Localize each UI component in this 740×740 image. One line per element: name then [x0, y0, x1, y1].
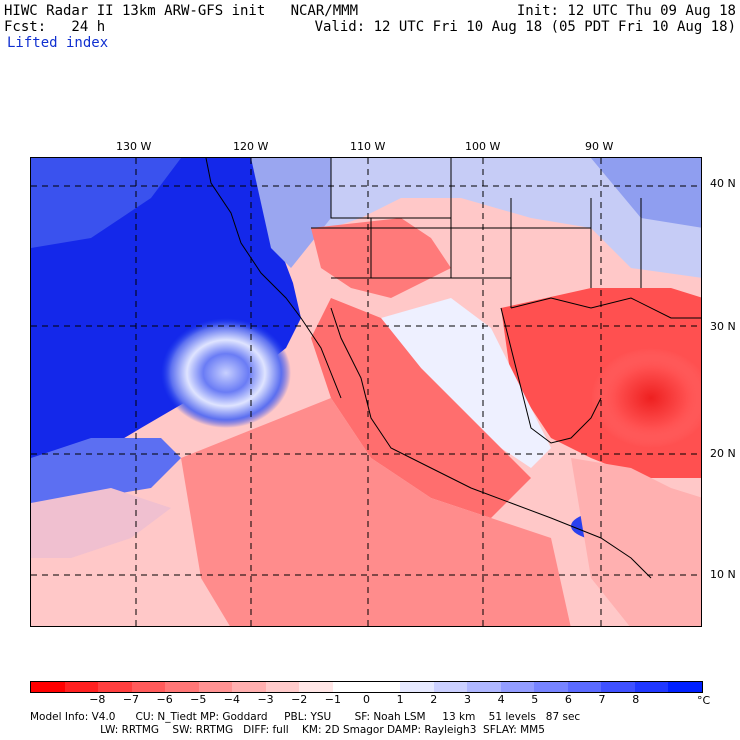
colorbar-tick-label: 3: [463, 693, 471, 706]
colorbar-tick-label: 6: [564, 693, 572, 706]
lon-label-110w: 110 W: [350, 140, 386, 153]
forecast-hour: Fcst: 24 h: [4, 19, 106, 35]
lat-label-20n: 20 N: [710, 447, 736, 460]
title-left: HIWC Radar II 13km ARW-GFS init NCAR/MMM: [4, 3, 359, 19]
lon-label-100w: 100 W: [465, 140, 501, 153]
mexican-plateau: [381, 298, 551, 468]
colorbar-swatch: [601, 682, 635, 692]
colorbar-swatch: [500, 682, 535, 692]
colorbar-swatch: [98, 682, 132, 692]
colorbar-tick-label: 2: [430, 693, 438, 706]
field-name: Lifted index: [7, 35, 109, 51]
model-info-line2: LW: RRTMG SW: RRTMG DIFF: full KM: 2D Sm…: [30, 724, 545, 736]
colorbar-swatch: [198, 682, 233, 692]
colorbar-swatch: [668, 682, 702, 692]
great-lakes-region: [591, 158, 701, 228]
colorbar-swatch: [634, 682, 669, 692]
gulf-hotspot: [591, 348, 701, 448]
colorbar-tick-label: −5: [190, 693, 207, 706]
colorbar-swatch: [232, 682, 266, 692]
east-pacific-tropics: [181, 398, 571, 626]
lat-label-30n: 30 N: [710, 320, 736, 333]
model-info-line1: Model Info: V4.0 CU: N_Tiedt MP: Goddard…: [30, 711, 581, 723]
pacific-stable-region: [31, 158, 301, 488]
lon-label-90w: 90 W: [585, 140, 614, 153]
graticule: [31, 158, 701, 626]
colorbar-swatch: [31, 682, 65, 692]
valid-time: Valid: 12 UTC Fri 10 Aug 18 (05 PDT Fri …: [314, 19, 736, 35]
colorbar-swatch: [400, 682, 434, 692]
colorbar-swatch: [433, 682, 468, 692]
colorbar-swatch: [567, 682, 602, 692]
init-time: Init: 12 UTC Thu 09 Aug 18: [516, 3, 736, 19]
colorbar-swatch: [467, 682, 501, 692]
colorbar-unit: °C: [697, 694, 711, 707]
colorbar-swatch: [165, 682, 199, 692]
colorbar-tick-label: 8: [632, 693, 640, 706]
colorbar-tick-label: 4: [497, 693, 505, 706]
colorbar-tick-label: −3: [257, 693, 274, 706]
colorbar-swatch: [332, 682, 367, 692]
colorbar-tick-label: 5: [531, 693, 539, 706]
colorbar-tick-label: −4: [223, 693, 240, 706]
colorbar-tick-label: 1: [396, 693, 404, 706]
colorbar-tick-label: −7: [122, 693, 140, 706]
colorbar-swatch: [64, 682, 99, 692]
lon-label-130w: 130 W: [116, 140, 152, 153]
colorbar-tick-label: −6: [156, 693, 173, 706]
lat-label-40n: 40 N: [710, 177, 736, 190]
colorbar-tick-label: −1: [324, 693, 341, 706]
lifted-index-map: [30, 157, 702, 627]
caribbean-region: [571, 458, 701, 626]
lat-label-10n: 10 N: [710, 568, 736, 581]
pacific-swirl: [161, 318, 291, 428]
map-canvas: [31, 158, 701, 626]
pacific-streak: [31, 158, 181, 248]
lon-label-120w: 120 W: [233, 140, 269, 153]
pacific-pink-band: [31, 488, 171, 558]
coastlines: [205, 158, 701, 579]
colorbar-swatch: [534, 682, 568, 692]
northern-us-region: [261, 158, 701, 278]
west-mexico-unstable: [311, 298, 531, 518]
colorbar-swatch: [265, 682, 300, 692]
colorbar-tick-label: −2: [291, 693, 308, 706]
colorbar: [30, 681, 703, 693]
colorbar-swatch: [366, 682, 401, 692]
colorbar-swatch: [131, 682, 166, 692]
colorbar-tick-label: 0: [363, 693, 370, 706]
colorbar-tick-label: −8: [89, 693, 106, 706]
colorbar-tick-label: 7: [598, 693, 606, 706]
colorbar-swatch: [299, 682, 333, 692]
